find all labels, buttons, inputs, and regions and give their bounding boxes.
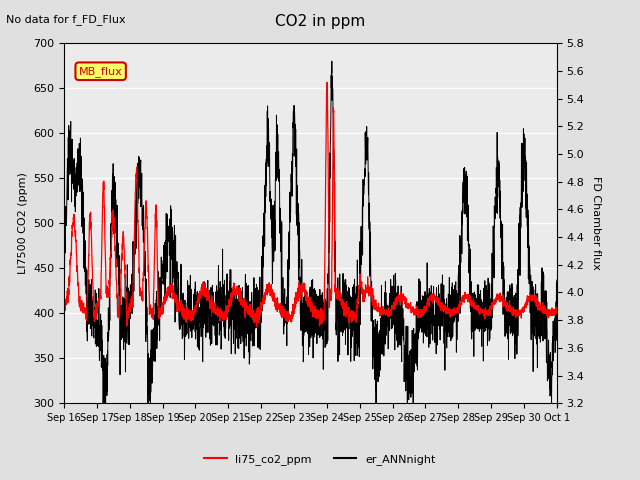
Y-axis label: LI7500 CO2 (ppm): LI7500 CO2 (ppm) <box>17 172 28 274</box>
li75_co2_ppm <box>146 312 154 317</box>
Text: CO2 in ppm: CO2 in ppm <box>275 14 365 29</box>
li75_co2_ppm <box>323 79 331 85</box>
li75_co2_ppm <box>543 309 551 314</box>
er_ANNnight <box>60 232 68 238</box>
er_ANNnight <box>328 58 336 64</box>
er_ANNnight <box>553 277 561 283</box>
li75_co2_ppm <box>490 301 498 307</box>
Line: li75_co2_ppm: li75_co2_ppm <box>64 82 557 327</box>
er_ANNnight <box>543 378 551 384</box>
Text: MB_flux: MB_flux <box>79 66 122 77</box>
li75_co2_ppm <box>249 311 257 317</box>
er_ANNnight <box>271 198 278 204</box>
er_ANNnight <box>490 203 498 209</box>
er_ANNnight <box>250 334 257 340</box>
li75_co2_ppm <box>116 300 124 306</box>
Text: No data for f_FD_Flux: No data for f_FD_Flux <box>6 14 126 25</box>
Legend: li75_co2_ppm, er_ANNnight: li75_co2_ppm, er_ANNnight <box>200 450 440 469</box>
er_ANNnight <box>146 355 154 361</box>
er_ANNnight <box>99 400 107 406</box>
Line: er_ANNnight: er_ANNnight <box>64 61 557 403</box>
li75_co2_ppm <box>271 291 278 297</box>
li75_co2_ppm <box>553 305 561 311</box>
Y-axis label: FD Chamber flux: FD Chamber flux <box>591 176 601 270</box>
li75_co2_ppm <box>253 324 260 330</box>
er_ANNnight <box>116 300 124 306</box>
li75_co2_ppm <box>60 299 68 305</box>
